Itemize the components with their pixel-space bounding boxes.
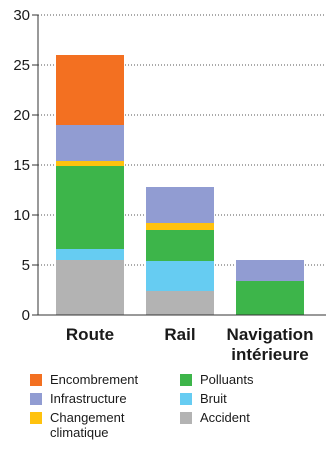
stacked-bar-chart: 0 5 10 15 20 25 30 Route Rail Navigation intérieur… xyxy=(13,7,326,364)
legend-swatch xyxy=(30,393,42,405)
legend-label: Changement climatique xyxy=(50,410,125,440)
legend-label: Accident xyxy=(200,410,250,425)
legend-item-infrastructure: Infrastructure xyxy=(30,391,180,406)
bar-segment xyxy=(236,260,304,281)
bar-segment xyxy=(146,223,214,230)
legend-label: Polluants xyxy=(200,372,254,387)
bar-segment xyxy=(56,249,124,260)
legend-swatch xyxy=(180,393,192,405)
y-tick-label: 10 xyxy=(13,207,30,224)
legend-swatch xyxy=(180,374,192,386)
bar-segment xyxy=(236,281,304,315)
bar-segment xyxy=(56,260,124,315)
x-category-label: Route xyxy=(66,325,114,344)
bar-segment xyxy=(56,166,124,249)
x-category-label: Rail xyxy=(164,325,195,344)
legend-swatch xyxy=(30,412,42,424)
legend-label: Infrastructure xyxy=(50,391,127,406)
y-tick-label: 15 xyxy=(13,157,30,174)
bar-segment xyxy=(56,161,124,166)
bar-segment xyxy=(146,230,214,261)
legend-item-accident: Accident xyxy=(180,410,320,440)
y-tick-label: 5 xyxy=(22,257,30,274)
x-category-label: Navigation intérieure xyxy=(227,325,314,364)
y-tick-label: 25 xyxy=(13,57,30,74)
legend-item-bruit: Bruit xyxy=(180,391,320,406)
legend-label: Bruit xyxy=(200,391,227,406)
legend-swatch xyxy=(180,412,192,424)
legend-swatch xyxy=(30,374,42,386)
chart-legend: Encombrement Polluants Infrastructure Br… xyxy=(30,372,330,440)
bar-segment xyxy=(146,261,214,291)
legend-item-polluants: Polluants xyxy=(180,372,320,387)
bar-segment xyxy=(56,125,124,161)
y-tick-label: 0 xyxy=(22,307,30,324)
y-tick-label: 20 xyxy=(13,107,30,124)
legend-item-encombrement: Encombrement xyxy=(30,372,180,387)
legend-label: Encombrement xyxy=(50,372,139,387)
bar-segment xyxy=(146,187,214,223)
legend-item-changement-climatique: Changement climatique xyxy=(30,410,180,440)
bar-segment xyxy=(146,291,214,315)
bar-segment xyxy=(56,55,124,125)
y-tick-label: 30 xyxy=(13,7,30,24)
